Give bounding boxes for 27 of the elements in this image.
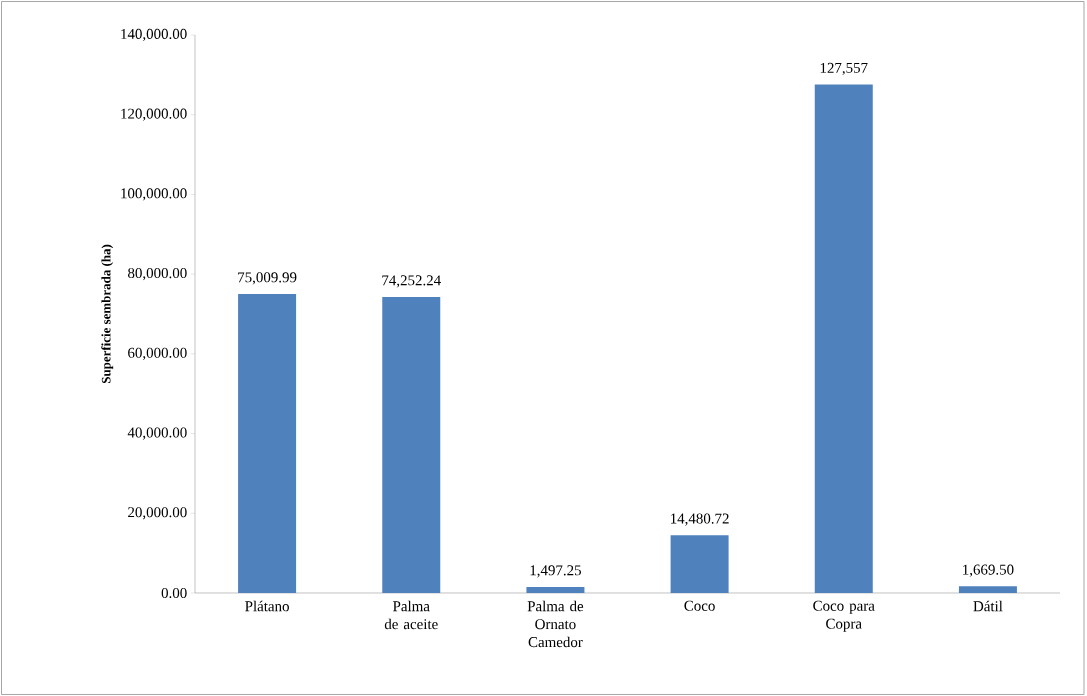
y-tick-label: 0.00 — [161, 587, 187, 599]
y-tick-label: 80,000.00 — [128, 268, 187, 281]
data-label: 74,252.24 — [382, 275, 441, 288]
x-tick-label: Palma de aceite — [384, 600, 438, 630]
x-tick-label: Dátil — [973, 600, 1003, 612]
data-label: 1,669.50 — [963, 564, 1014, 577]
data-label: 14,480.72 — [671, 513, 729, 526]
y-tick-label: 20,000.00 — [128, 507, 187, 520]
x-tick-label: Palma de Ornato Camedor — [527, 600, 584, 648]
bar — [670, 535, 729, 593]
y-axis-title: Superficie sembrada (ha) — [101, 244, 114, 384]
x-tick-label: Coco — [684, 600, 715, 611]
data-label: 1,497.25 — [530, 565, 581, 578]
x-tick-label: Coco para Copra — [813, 600, 875, 632]
bar — [814, 84, 873, 593]
x-tick-label: Plátano — [245, 600, 289, 612]
bar — [958, 586, 1017, 593]
data-label: 127,557 — [820, 62, 868, 76]
bar — [382, 297, 441, 593]
data-label: 75,009.99 — [238, 272, 297, 285]
y-tick-label: 100,000.00 — [121, 188, 187, 201]
y-tick-label: 120,000.00 — [121, 108, 187, 121]
bar — [526, 587, 585, 593]
y-tick-label: 60,000.00 — [128, 347, 187, 360]
y-tick-label: 140,000.00 — [121, 28, 187, 42]
bar — [238, 294, 297, 593]
y-tick-label: 40,000.00 — [127, 427, 187, 440]
